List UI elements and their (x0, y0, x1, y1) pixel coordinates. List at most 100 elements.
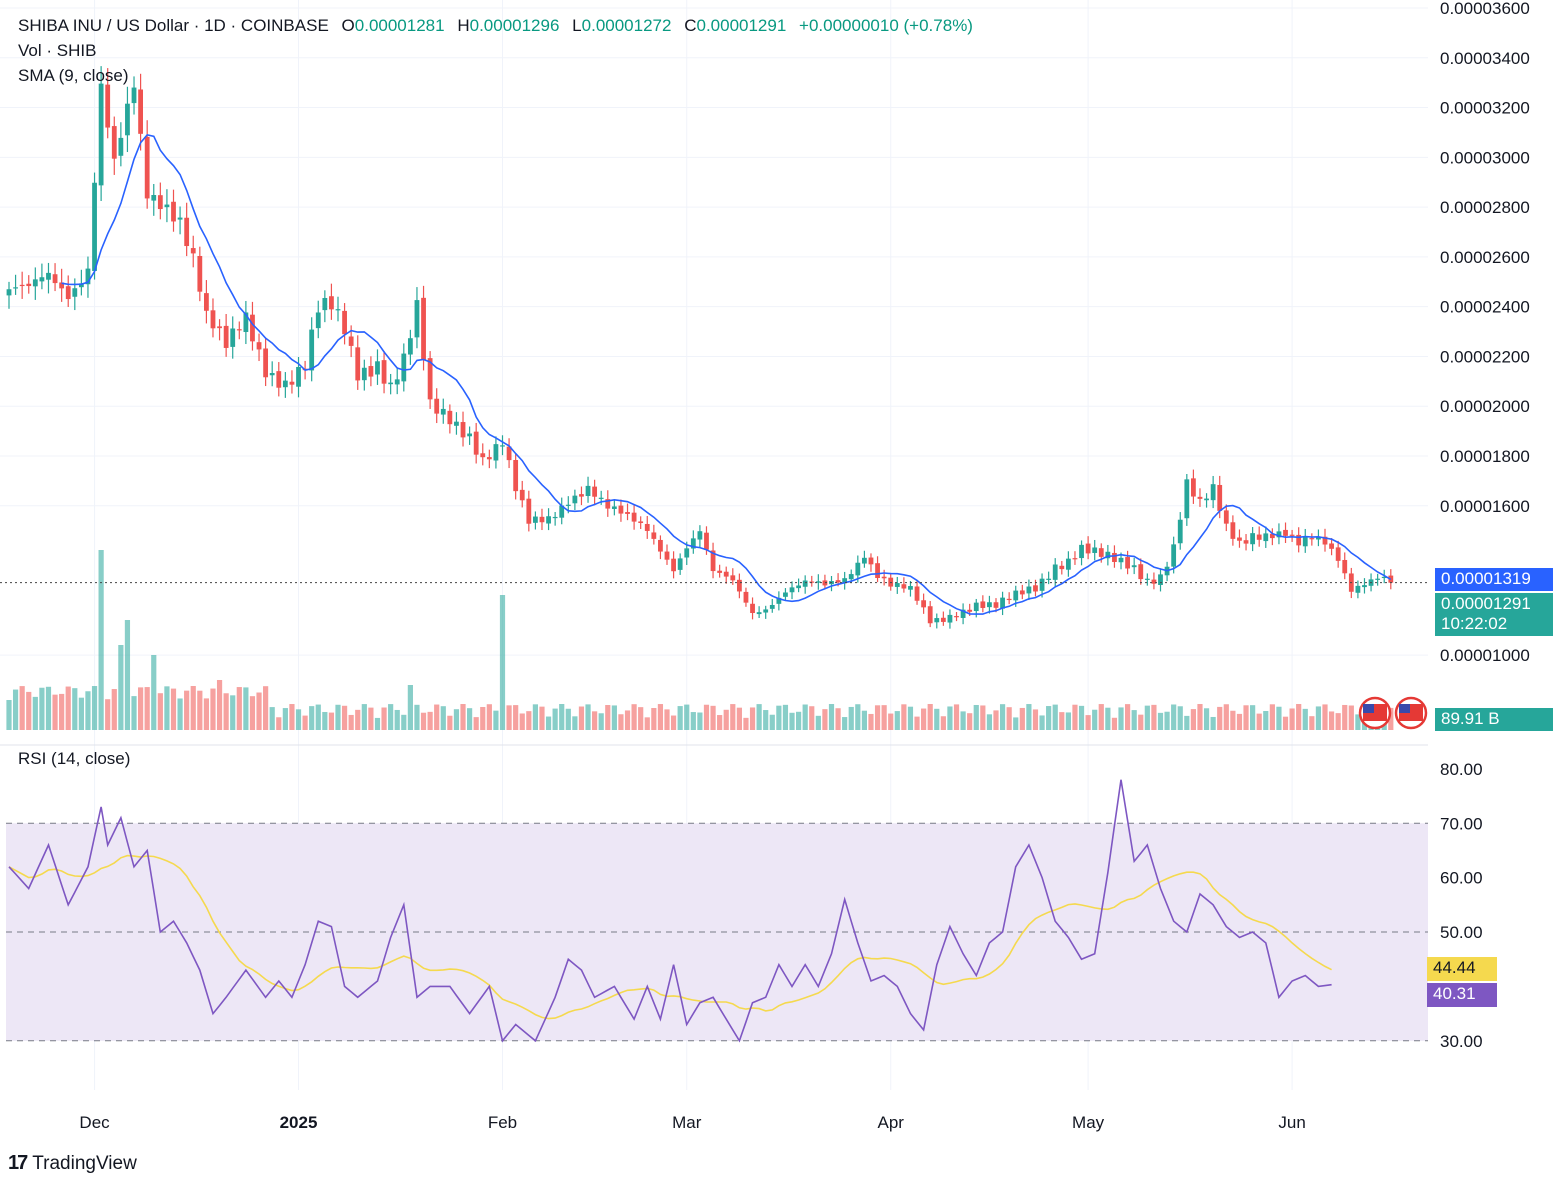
candle-body (1118, 557, 1124, 563)
candle-body (421, 297, 426, 361)
volume-bar (914, 716, 920, 730)
candle-body (460, 422, 466, 438)
volume-bar (1032, 709, 1039, 730)
volume-bar (881, 705, 887, 730)
candle-body (204, 293, 209, 311)
volume-bar (401, 714, 407, 730)
volume-bar (309, 706, 315, 730)
candle-body (1210, 484, 1216, 501)
volume-bar (1302, 708, 1308, 730)
candle-body (164, 204, 170, 208)
volume-bar (1046, 706, 1052, 730)
sma-legend[interactable]: SMA (9, close) (18, 66, 129, 85)
candle-body (329, 296, 334, 310)
candle-body (1355, 585, 1361, 593)
volume-bar (1052, 704, 1058, 730)
volume-bar (1355, 714, 1361, 730)
volume-bar (894, 711, 900, 730)
candle-body (78, 283, 84, 288)
volume-bar (1092, 709, 1098, 730)
volume-bar (835, 708, 841, 730)
candle-body (631, 512, 637, 522)
candle-body (763, 609, 769, 613)
volume-bar (874, 705, 881, 730)
volume-bar (743, 717, 749, 730)
candle-body (480, 453, 486, 458)
candle-body (493, 444, 499, 461)
time-tick-label: Feb (488, 1113, 517, 1132)
volume-bar (1217, 706, 1223, 730)
volume-bar (565, 708, 571, 730)
symbol-legend[interactable]: SHIBA INU / US Dollar · 1D · COINBASE O0… (18, 16, 973, 36)
volume-bar (19, 686, 25, 730)
volume-bar (657, 704, 664, 730)
volume-bar (12, 689, 19, 730)
volume-bar (1263, 711, 1269, 730)
candle-body (59, 282, 65, 289)
candle-body (1335, 547, 1341, 561)
volume-bar (295, 709, 302, 730)
tradingview-logo[interactable]: 17 TradingView (8, 1152, 137, 1175)
candle-body (710, 550, 716, 572)
event-flags[interactable] (1358, 696, 1428, 730)
candle-body (822, 580, 828, 586)
volume-bar (1065, 712, 1071, 730)
volume-legend[interactable]: Vol · SHIB (18, 41, 97, 60)
candle-body (730, 575, 736, 581)
volume-bar (960, 711, 966, 730)
price-tick-label: 0.00001600 (1440, 497, 1530, 516)
volume-bar (39, 687, 45, 730)
candle-body (835, 580, 841, 583)
rsi-tick-label: 50.00 (1440, 923, 1483, 942)
volume-bar (592, 711, 598, 730)
volume-bar (1144, 705, 1150, 730)
volume-bar (190, 686, 196, 730)
candle-body (197, 255, 203, 292)
candle-body (776, 597, 782, 604)
candle-body (519, 489, 525, 501)
candle-body (894, 583, 900, 587)
close-value: 0.00001291 (696, 16, 787, 35)
volume-bar (539, 706, 545, 730)
volume-bar (1125, 704, 1131, 730)
volume-bar (749, 707, 756, 730)
volume-bar (177, 698, 183, 730)
volume-bar (789, 712, 795, 730)
candle-body (256, 342, 262, 350)
candle-body (1302, 536, 1308, 547)
candle-body (815, 581, 821, 583)
candle-body (579, 494, 584, 497)
candle-body (1026, 586, 1032, 594)
price-tick-label: 0.00003400 (1440, 49, 1530, 68)
volume-bar (65, 686, 71, 730)
volume-bar (763, 710, 769, 730)
candle-body (414, 300, 420, 338)
volume-bar (1335, 713, 1341, 730)
candle-body (342, 310, 347, 335)
candle-body (1059, 565, 1065, 570)
candle-body (533, 516, 538, 523)
volume-bar (973, 704, 979, 730)
candle-body (572, 495, 578, 504)
candle-body (309, 329, 315, 371)
volume-bar (703, 704, 710, 730)
rsi-legend[interactable]: RSI (14, close) (18, 749, 131, 768)
volume-bar (52, 694, 58, 730)
volume-bar (1164, 711, 1170, 730)
volume-bar (572, 716, 578, 730)
volume-bar (861, 710, 867, 730)
volume-bar (256, 692, 262, 730)
volume-bar (690, 712, 696, 730)
symbol-title: SHIBA INU / US Dollar · 1D · COINBASE (18, 16, 329, 35)
volume-bar (638, 707, 644, 730)
candle-body (1230, 522, 1236, 539)
volume-bar (1085, 715, 1091, 730)
time-tick-label: Apr (877, 1113, 904, 1132)
candle-body (796, 585, 801, 589)
volume-bar (947, 706, 953, 730)
volume-bar (1230, 710, 1236, 730)
volume-bar (1328, 711, 1335, 730)
volume-bar (236, 687, 242, 730)
volume-bar (282, 708, 288, 730)
